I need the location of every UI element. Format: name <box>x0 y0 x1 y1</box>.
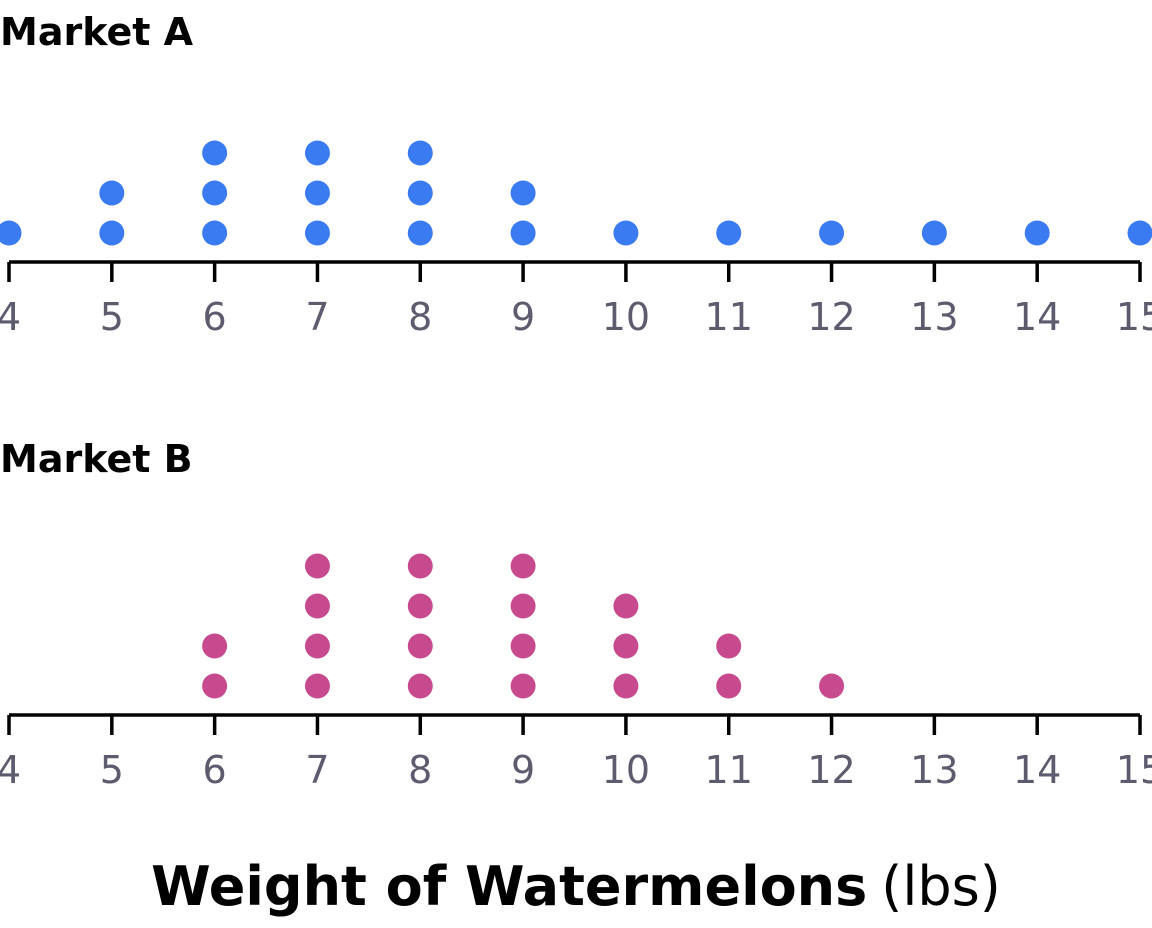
market-b-tick-label-6: 6 <box>203 748 227 792</box>
market-b-dot-9-4 <box>510 553 536 579</box>
market-a-tick-label-14: 14 <box>1013 295 1061 339</box>
market-a-dot-6-2 <box>202 180 228 206</box>
market-b-dot-9-1 <box>510 673 536 699</box>
market-a-dot-8-2 <box>407 180 433 206</box>
market-b-dot-7-2 <box>304 633 330 659</box>
market-a-tick-label-10: 10 <box>602 295 650 339</box>
market-a-dot-9-1 <box>510 220 536 246</box>
market-b-tick-label-8: 8 <box>408 748 432 792</box>
market-a-tick-label-8: 8 <box>408 295 432 339</box>
market-a-tick-label-15: 15 <box>1116 295 1152 339</box>
market-a-dot-6-1 <box>202 220 228 246</box>
market-b-dot-7-4 <box>304 553 330 579</box>
market-a-dot-7-1 <box>304 220 330 246</box>
market-a-axis <box>7 260 1142 282</box>
x-axis-title-main: Weight of Watermelons <box>151 855 867 918</box>
market-b-tick-label-4: 4 <box>0 748 21 792</box>
market-a-dot-5-2 <box>99 180 125 206</box>
market-a-dot-8-3 <box>407 140 433 166</box>
market-b-dot-10-2 <box>613 633 639 659</box>
market-a-dot-12-1 <box>819 220 845 246</box>
market-b-dot-6-1 <box>202 673 228 699</box>
market-b-tick-label-9: 9 <box>511 748 535 792</box>
market-b-tick-label-15: 15 <box>1116 748 1152 792</box>
market-a-dot-8-1 <box>407 220 433 246</box>
market-a-tick-label-11: 11 <box>705 295 753 339</box>
market-a-dot-6-3 <box>202 140 228 166</box>
market-b-tick-label-13: 13 <box>910 748 958 792</box>
market-b-dot-11-2 <box>716 633 742 659</box>
market-a-tick-label-6: 6 <box>203 295 227 339</box>
market-b-tick-label-7: 7 <box>305 748 329 792</box>
market-b-tick-label-10: 10 <box>602 748 650 792</box>
market-b-dot-7-3 <box>304 593 330 619</box>
market-b-dot-8-4 <box>407 553 433 579</box>
market-a-tick-label-13: 13 <box>910 295 958 339</box>
market-b-title: Market B <box>0 437 193 481</box>
market-a-dot-5-1 <box>99 220 125 246</box>
market-b-dot-9-2 <box>510 633 536 659</box>
market-b-dot-9-3 <box>510 593 536 619</box>
market-b-tick-label-14: 14 <box>1013 748 1061 792</box>
market-b-dot-11-1 <box>716 673 742 699</box>
market-b-dot-6-2 <box>202 633 228 659</box>
market-b-dots <box>202 553 845 699</box>
market-a-dot-10-1 <box>613 220 639 246</box>
market-b-dot-10-1 <box>613 673 639 699</box>
market-a-title: Market A <box>0 10 194 54</box>
market-b-tick-label-12: 12 <box>807 748 855 792</box>
market-b-dot-7-1 <box>304 673 330 699</box>
market-b-dot-12-1 <box>819 673 845 699</box>
market-a-dot-9-2 <box>510 180 536 206</box>
market-a-dot-15-1 <box>1127 220 1152 246</box>
market-b-tick-labels: 4 5 6 7 8 9 10 11 12 13 14 15 <box>0 748 1152 792</box>
market-a-dot-14-1 <box>1024 220 1050 246</box>
market-a-tick-label-5: 5 <box>100 295 124 339</box>
market-b-dot-8-3 <box>407 593 433 619</box>
market-b-dot-8-1 <box>407 673 433 699</box>
market-a-dot-11-1 <box>716 220 742 246</box>
market-a-dots <box>0 140 1152 246</box>
market-b-dot-10-3 <box>613 593 639 619</box>
market-a-tick-labels: 4 5 6 7 8 9 10 11 12 13 14 15 <box>0 295 1152 339</box>
market-a-dot-7-2 <box>304 180 330 206</box>
market-b-dot-8-2 <box>407 633 433 659</box>
market-a-tick-label-12: 12 <box>807 295 855 339</box>
market-a-dot-7-3 <box>304 140 330 166</box>
x-axis-title-unit: (lbs) <box>881 855 1001 918</box>
market-b-tick-label-5: 5 <box>100 748 124 792</box>
x-axis-title: Weight of Watermelons (lbs) <box>151 855 1001 918</box>
market-b-tick-label-11: 11 <box>705 748 753 792</box>
market-a-tick-label-4: 4 <box>0 295 21 339</box>
market-a-dot-4-1 <box>0 220 22 246</box>
market-a-dot-13-1 <box>921 220 947 246</box>
market-a-tick-label-9: 9 <box>511 295 535 339</box>
market-a-tick-label-7: 7 <box>305 295 329 339</box>
market-b-axis <box>7 713 1142 735</box>
